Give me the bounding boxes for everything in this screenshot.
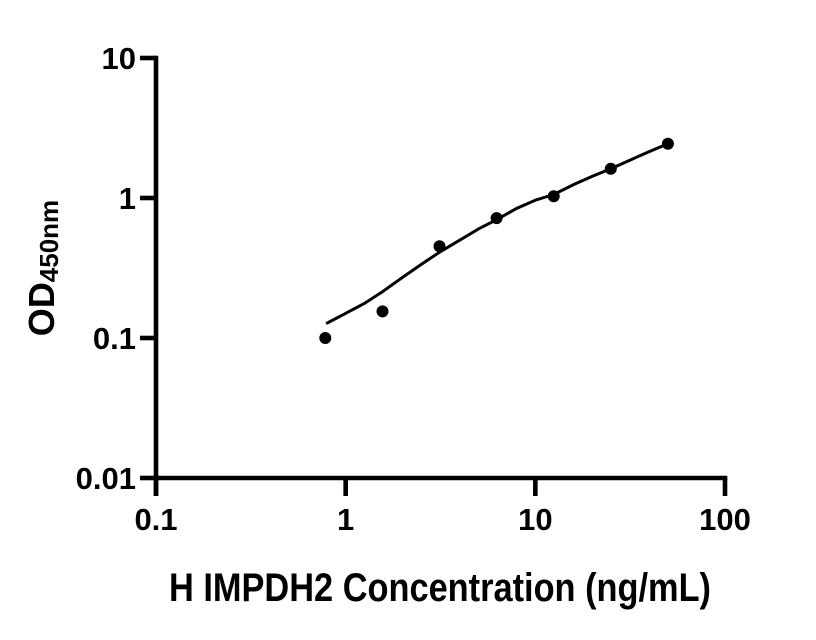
x-axis-tick-label: 1 bbox=[337, 502, 354, 537]
fit-curve bbox=[325, 142, 670, 325]
y-axis-title-main: OD bbox=[21, 282, 62, 336]
axes-layer: 10 1 0.1 0.01 0.1 1 10 100 bbox=[76, 41, 751, 537]
y-axis-tick-label: 10 bbox=[102, 41, 136, 76]
x-axis-title: H IMPDH2 Concentration (ng/mL) bbox=[169, 566, 711, 610]
x-axis-tick-label: 0.1 bbox=[134, 502, 177, 537]
x-axis-tick-label: 100 bbox=[699, 502, 751, 537]
y-axis-title-subscript: 450nm bbox=[34, 200, 64, 282]
data-point bbox=[319, 332, 332, 344]
fit-curve-layer bbox=[325, 142, 670, 325]
y-axis-tick-label: 0.1 bbox=[93, 321, 136, 356]
y-axis-title: OD450nm bbox=[21, 200, 64, 336]
data-point bbox=[433, 240, 446, 253]
data-point bbox=[661, 137, 674, 150]
data-points-layer bbox=[319, 137, 674, 344]
data-point bbox=[490, 212, 503, 225]
x-axis-tick-label: 10 bbox=[518, 502, 552, 537]
data-point bbox=[547, 190, 560, 203]
y-axis-tick-label: 0.01 bbox=[76, 461, 136, 496]
data-point bbox=[376, 305, 389, 318]
y-axis-tick-label: 1 bbox=[119, 181, 136, 216]
data-point bbox=[604, 162, 617, 175]
